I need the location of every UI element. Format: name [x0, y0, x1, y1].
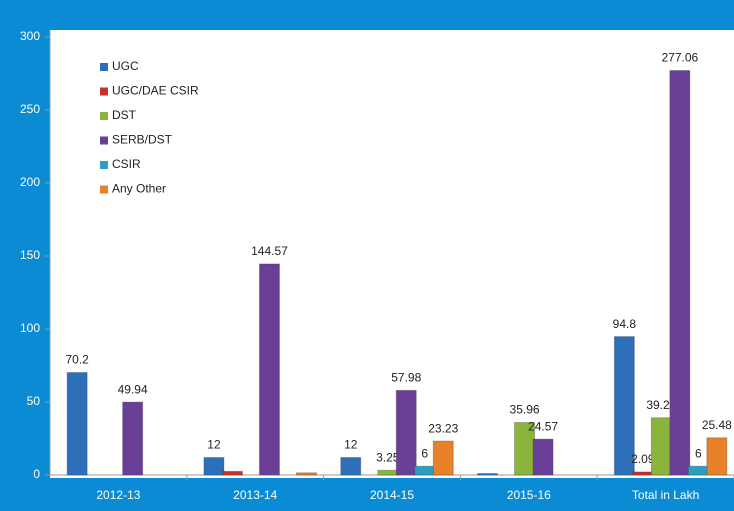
legend-label: SERB/DST [112, 133, 173, 147]
data-label: 144.57 [251, 244, 288, 258]
bar [340, 456, 362, 476]
bar [650, 417, 672, 476]
data-label: 3.25 [376, 450, 400, 464]
legend-swatch [100, 87, 108, 96]
legend-swatch [100, 136, 108, 145]
legend-label: CSIR [112, 157, 141, 171]
data-label: 6 [695, 446, 702, 460]
legend-label: UGC [112, 59, 139, 73]
y-tick-label: 250 [20, 102, 40, 116]
data-label: 23.23 [428, 421, 458, 435]
bar [258, 263, 280, 476]
x-tick-label: Total in Lakh [632, 488, 699, 502]
bar [687, 465, 709, 476]
legend-label: Any Other [112, 182, 166, 196]
data-label: 35.96 [510, 403, 540, 417]
y-tick-label: 300 [20, 29, 40, 43]
data-label: 49.94 [118, 382, 148, 396]
legend-swatch [100, 161, 108, 169]
bar [477, 473, 499, 476]
bar [295, 472, 317, 476]
legend-swatch [100, 63, 108, 71]
bar [669, 69, 691, 476]
data-label: 24.57 [528, 419, 558, 433]
y-tick-label: 0 [33, 467, 40, 481]
bar [414, 465, 436, 476]
bar [532, 438, 554, 476]
bar [613, 336, 635, 476]
data-label: 25.48 [702, 418, 732, 432]
x-tick-label: 2014-15 [370, 488, 414, 502]
bar [632, 471, 654, 476]
bar [122, 401, 144, 476]
bar [432, 440, 454, 476]
data-label: 12 [344, 438, 358, 452]
bar [706, 437, 728, 476]
data-label: 12 [207, 438, 221, 452]
bar [203, 456, 225, 476]
data-label: 94.8 [613, 317, 637, 331]
bar [66, 372, 88, 476]
legend-label: UGC/DAE CSIR [112, 84, 199, 98]
x-tick-label: 2012-13 [96, 488, 140, 502]
data-label: 6 [421, 446, 428, 460]
bar [221, 470, 243, 476]
bar [377, 469, 399, 476]
legend-swatch [100, 185, 108, 194]
x-tick-label: 2013-14 [233, 488, 277, 502]
data-label: 277.06 [661, 51, 698, 65]
data-label: 2.09 [631, 452, 655, 466]
x-tick-label: 2015-16 [507, 488, 551, 502]
y-tick-label: 100 [20, 321, 40, 335]
legend-swatch [100, 112, 108, 120]
data-label: 57.98 [391, 371, 421, 385]
y-tick-label: 50 [27, 394, 41, 408]
legend-label: DST [112, 108, 137, 122]
data-label: 39.21 [646, 398, 676, 412]
data-label: 70.2 [65, 353, 89, 367]
y-tick-label: 200 [20, 175, 40, 189]
bar [395, 389, 417, 476]
y-tick-label: 150 [20, 248, 40, 262]
